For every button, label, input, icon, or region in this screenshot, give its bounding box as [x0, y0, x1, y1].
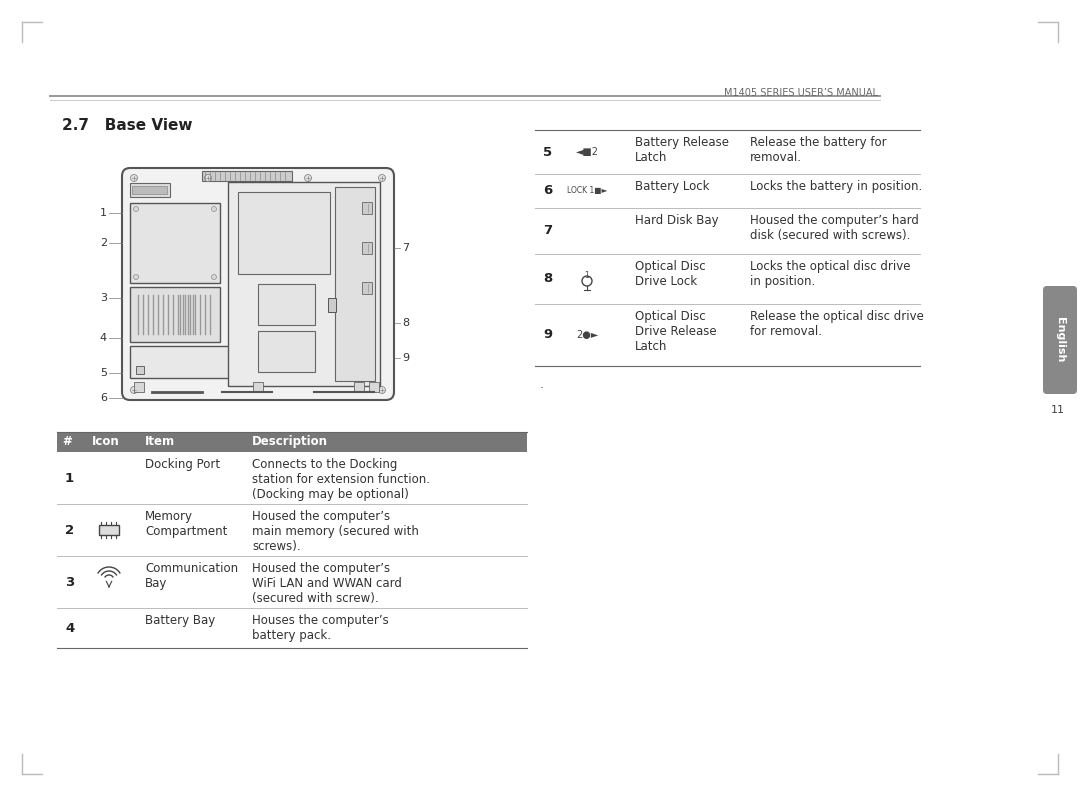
Circle shape [582, 276, 592, 286]
Text: 8: 8 [543, 272, 552, 286]
Text: Battery Bay: Battery Bay [145, 614, 215, 627]
Text: 9: 9 [402, 353, 409, 363]
Text: 1: 1 [100, 208, 107, 218]
FancyBboxPatch shape [122, 168, 394, 400]
Circle shape [212, 206, 216, 212]
Bar [535, 304, 920, 366]
Text: Icon: Icon [92, 435, 120, 448]
Bar [130, 203, 220, 283]
Bar [535, 254, 920, 304]
Text: Housed the computer’s hard
disk (secured with screws).: Housed the computer’s hard disk (secured… [750, 214, 919, 242]
Circle shape [204, 174, 212, 181]
Text: Hard Disk Bay: Hard Disk Bay [635, 214, 718, 227]
Bar [99, 525, 119, 535]
Bar [136, 366, 144, 374]
Text: 11: 11 [1051, 405, 1065, 415]
Text: Optical Disc
Drive Release
Latch: Optical Disc Drive Release Latch [635, 310, 717, 353]
Bar [228, 182, 380, 386]
Circle shape [378, 174, 386, 181]
Bar [134, 382, 144, 392]
Bar [57, 452, 527, 504]
Bar [369, 382, 379, 392]
Bar [57, 504, 527, 556]
Text: Connects to the Docking
station for extension function.
(Docking may be optional: Connects to the Docking station for exte… [252, 458, 430, 501]
Circle shape [305, 174, 311, 181]
Text: ◄■2: ◄■2 [576, 147, 598, 157]
Text: Locks the optical disc drive
in position.: Locks the optical disc drive in position… [750, 260, 910, 288]
Text: 6: 6 [543, 185, 552, 197]
Bar [354, 382, 364, 392]
Text: Locks the battery in position.: Locks the battery in position. [750, 180, 922, 193]
Bar [535, 208, 920, 254]
Bar [535, 130, 920, 174]
Circle shape [134, 275, 138, 279]
Text: 4: 4 [99, 333, 107, 343]
Text: 1: 1 [584, 271, 590, 280]
Text: Battery Lock: Battery Lock [635, 180, 710, 193]
Text: .: . [540, 378, 544, 391]
Bar [249, 184, 266, 198]
Circle shape [134, 206, 138, 212]
Bar [202, 171, 292, 181]
Text: LOCK 1■►: LOCK 1■► [567, 186, 607, 196]
Text: 5: 5 [543, 146, 552, 158]
Bar [362, 202, 372, 214]
Text: 8: 8 [402, 318, 409, 328]
Bar [535, 174, 920, 208]
Text: 5: 5 [100, 368, 107, 378]
Text: Communication
Bay: Communication Bay [145, 562, 238, 590]
Text: 2●►: 2●► [576, 330, 598, 340]
Text: 2.7   Base View: 2.7 Base View [62, 118, 192, 133]
Bar [328, 298, 336, 312]
Bar [238, 192, 330, 274]
Text: Description: Description [252, 435, 328, 448]
Circle shape [212, 275, 216, 279]
Text: 3: 3 [100, 293, 107, 303]
Circle shape [378, 387, 386, 393]
Text: 7: 7 [543, 224, 552, 237]
Bar [362, 242, 372, 254]
Text: M1405 SERIES USER’S MANUAL: M1405 SERIES USER’S MANUAL [724, 88, 878, 98]
Bar [57, 556, 527, 608]
Text: 7: 7 [402, 243, 409, 253]
Bar [132, 186, 167, 194]
Circle shape [131, 174, 137, 181]
Text: Battery Release
Latch: Battery Release Latch [635, 136, 729, 164]
Text: 2: 2 [99, 238, 107, 248]
Bar [57, 608, 527, 648]
Text: Houses the computer’s
battery pack.: Houses the computer’s battery pack. [252, 614, 389, 642]
Bar [253, 382, 264, 392]
Text: Housed the computer’s
WiFi LAN and WWAN card
(secured with screw).: Housed the computer’s WiFi LAN and WWAN … [252, 562, 402, 605]
Text: 2: 2 [65, 524, 75, 537]
Text: 9: 9 [543, 329, 552, 341]
Bar [335, 187, 375, 381]
Text: Memory
Compartment: Memory Compartment [145, 510, 228, 538]
Bar [271, 366, 279, 374]
Bar [130, 183, 170, 197]
Bar [258, 284, 315, 325]
Circle shape [131, 387, 137, 393]
Text: Release the optical disc drive
for removal.: Release the optical disc drive for remov… [750, 310, 923, 338]
Bar [57, 432, 527, 452]
Text: Item: Item [145, 435, 175, 448]
Text: 6: 6 [100, 393, 107, 403]
Bar [130, 346, 285, 378]
Text: Release the battery for
removal.: Release the battery for removal. [750, 136, 887, 164]
Text: 4: 4 [65, 622, 75, 634]
Bar [130, 287, 220, 342]
Text: English: English [1055, 318, 1065, 363]
Text: #: # [62, 435, 71, 448]
Text: Docking Port: Docking Port [145, 458, 220, 471]
Text: 3: 3 [65, 576, 75, 588]
Text: Housed the computer’s
main memory (secured with
screws).: Housed the computer’s main memory (secur… [252, 510, 419, 553]
FancyBboxPatch shape [1043, 286, 1077, 394]
Text: 1: 1 [65, 471, 75, 485]
Text: Optical Disc
Drive Lock: Optical Disc Drive Lock [635, 260, 705, 288]
Bar [362, 282, 372, 294]
Bar [258, 331, 315, 372]
